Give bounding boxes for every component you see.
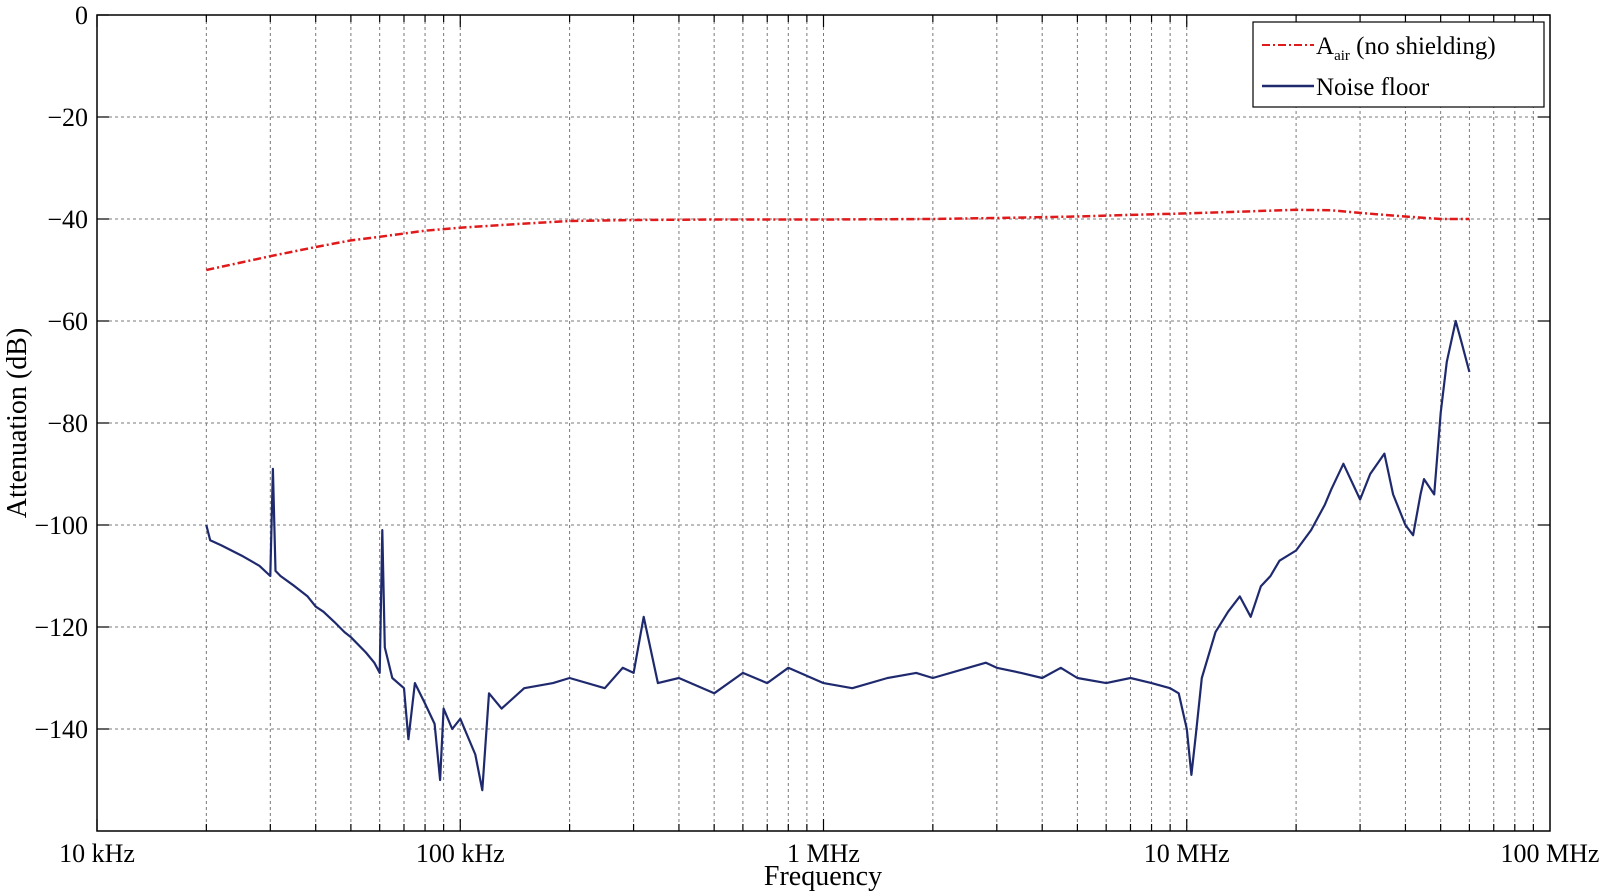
y-tick-label: −100	[34, 511, 88, 540]
x-tick-label: 100 kHz	[416, 839, 505, 868]
x-tick-label: 1 MHz	[787, 839, 860, 868]
series-layer	[205, 208, 1471, 792]
y-tick-label: −60	[47, 307, 88, 336]
x-tick-label: 10 kHz	[59, 839, 135, 868]
y-tick-label: −80	[47, 409, 88, 438]
y-axis-title: Attenuation (dB)	[2, 328, 33, 519]
legend: Aair (no shielding) Noise floor	[1252, 21, 1545, 108]
legend-label-noise: Noise floor	[1316, 74, 1430, 101]
x-tick-label: 10 MHz	[1144, 839, 1230, 868]
y-tick-label: 0	[75, 1, 88, 30]
ticks	[96, 14, 1550, 831]
grid	[97, 15, 1550, 831]
x-axis-title: Frequency	[764, 861, 882, 892]
legend-box	[1252, 21, 1545, 108]
y-tick-label: −140	[34, 715, 88, 744]
y-tick-label: −20	[47, 103, 88, 132]
series-line-air	[206, 208, 1470, 272]
legend-label-air: Aair (no shielding)	[1316, 33, 1496, 64]
y-tick-label: −120	[34, 613, 88, 642]
series-line-noise-floor	[205, 319, 1471, 792]
tick-labels: 10 kHz 100 kHz 1 MHz 10 MHz 100 MHz 0 −20 −40 −6…	[34, 1, 1599, 868]
x-tick-label: 100 MHz	[1501, 839, 1600, 868]
y-tick-label: −40	[47, 205, 88, 234]
